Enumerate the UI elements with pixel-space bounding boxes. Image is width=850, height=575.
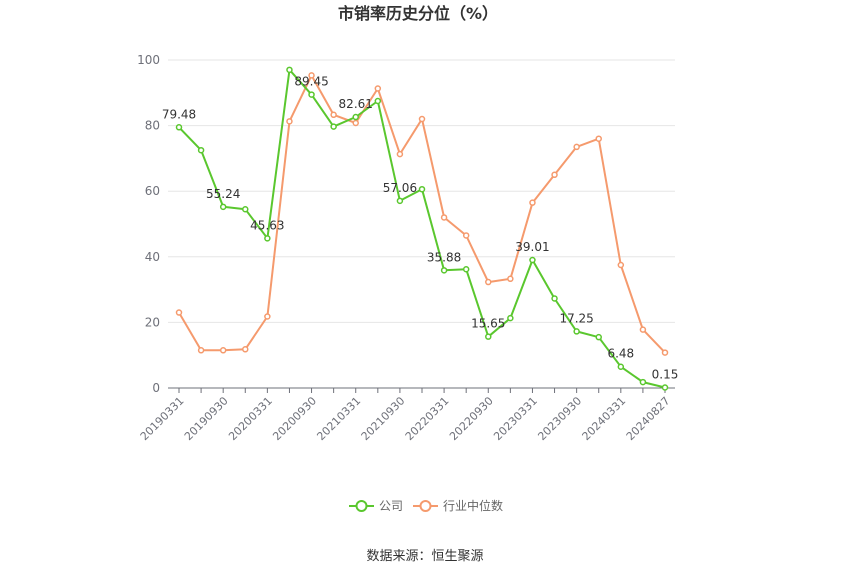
data-point <box>264 313 271 320</box>
x-tick-label: 20210930 <box>359 394 408 443</box>
data-point <box>595 135 602 142</box>
data-label: 15.65 <box>471 317 505 331</box>
data-label: 0.15 <box>652 368 679 382</box>
x-tick-label: 20190331 <box>138 394 187 443</box>
legend-label: 行业中位数 <box>443 498 503 513</box>
y-tick-label: 40 <box>145 250 160 264</box>
legend-item[interactable]: 行业中位数 <box>413 498 503 513</box>
y-tick-label: 80 <box>145 119 160 133</box>
data-point <box>242 205 249 213</box>
x-tick-label: 20220930 <box>447 394 496 443</box>
data-labels: 79.48 55.24 45.63 89.45 82.61 57.06 35.88 15.65… <box>162 75 679 382</box>
data-point <box>374 85 382 92</box>
legend-marker <box>355 500 368 512</box>
data-point <box>639 326 647 333</box>
data-point <box>462 232 470 239</box>
legend[interactable]: 公司 行业中位数 <box>349 498 503 513</box>
x-axis: 2019033120190930202003312020093020210331… <box>138 387 675 443</box>
x-tick-label: 20240331 <box>580 394 629 443</box>
data-point <box>551 295 558 302</box>
data-point <box>661 349 669 356</box>
data-point <box>485 278 492 286</box>
y-axis: 0 20 40 60 80 100 <box>137 53 160 395</box>
chart-title: 市销率历史分位（%） <box>338 4 498 23</box>
legend-marker <box>419 500 432 512</box>
data-point <box>219 347 227 354</box>
data-point <box>573 328 580 335</box>
data-point <box>374 97 382 105</box>
x-tick-label: 20190930 <box>182 394 231 443</box>
data-point <box>595 333 602 341</box>
data-label: 39.01 <box>515 240 549 254</box>
x-tick-label: 20200930 <box>270 394 319 443</box>
legend-item[interactable]: 公司 <box>349 499 403 513</box>
data-point <box>286 118 293 125</box>
data-label: 6.48 <box>607 347 634 361</box>
source-note: 数据来源：恒生聚源 <box>366 549 483 564</box>
data-point <box>661 384 669 391</box>
data-label: 57.06 <box>383 181 417 195</box>
data-point <box>242 346 249 353</box>
data-point <box>462 266 470 273</box>
data-point <box>175 309 183 316</box>
data-point <box>286 66 293 74</box>
data-point <box>617 363 625 370</box>
y-tick-label: 100 <box>137 53 160 67</box>
data-label: 35.88 <box>427 250 461 264</box>
data-point <box>264 235 271 242</box>
data-point <box>617 261 625 269</box>
data-point <box>639 378 647 386</box>
y-tick-label: 60 <box>145 184 160 198</box>
x-tick-label: 20220331 <box>403 394 452 443</box>
data-point <box>197 347 205 354</box>
data-point <box>573 143 580 151</box>
x-tick-label: 20230930 <box>535 394 584 443</box>
data-point <box>330 123 337 130</box>
x-tick-label: 20230331 <box>491 394 540 443</box>
legend-label: 公司 <box>379 499 403 513</box>
data-point <box>507 314 514 322</box>
data-label: 89.45 <box>294 75 328 89</box>
data-point <box>352 113 359 121</box>
data-point <box>330 111 337 119</box>
data-point <box>529 256 536 264</box>
data-point <box>308 91 315 98</box>
data-point <box>418 185 426 193</box>
data-point <box>396 197 404 205</box>
data-point <box>308 72 315 79</box>
data-point <box>440 214 448 221</box>
data-label: 79.48 <box>162 107 196 121</box>
data-label: 45.63 <box>250 218 284 232</box>
data-point <box>485 333 492 340</box>
y-tick-label: 0 <box>152 381 160 395</box>
x-tick-label: 20210331 <box>315 394 364 443</box>
data-point <box>352 119 359 127</box>
data-point <box>507 275 514 283</box>
data-point <box>197 146 205 154</box>
data-point <box>396 150 404 158</box>
data-point <box>175 124 183 131</box>
data-label: 55.24 <box>206 187 240 201</box>
data-point <box>219 203 227 211</box>
data-label: 17.25 <box>559 311 593 325</box>
data-point <box>418 115 426 123</box>
data-point <box>529 199 536 206</box>
x-tick-label: 20240827 <box>624 394 673 443</box>
x-tick-label: 20200331 <box>226 394 275 443</box>
data-point <box>440 267 448 274</box>
data-point <box>551 171 558 179</box>
y-tick-label: 20 <box>145 315 160 329</box>
series-lines <box>175 66 669 391</box>
data-label: 82.61 <box>339 97 373 111</box>
